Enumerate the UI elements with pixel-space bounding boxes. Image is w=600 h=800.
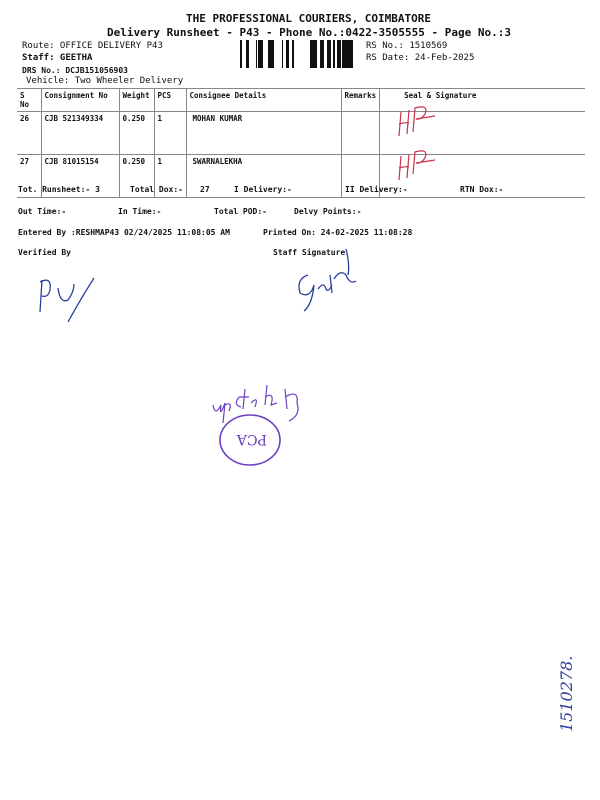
ii-delivery: II Delivery:-: [345, 185, 408, 194]
vehicle: Vehicle: Two Wheeler Delivery: [26, 76, 184, 86]
cell-remarks: [340, 154, 380, 198]
barcode-bar: [345, 40, 347, 68]
barcode-bar: [271, 40, 274, 68]
barcode-bar: [246, 40, 249, 68]
verified-by: Verified By: [18, 248, 71, 257]
cell-weight: 0.250: [118, 111, 154, 155]
signature-hr-2: [398, 150, 436, 181]
total-pod: Total POD:-: [214, 207, 267, 216]
cell-remarks: [340, 111, 380, 155]
col-signature: Seal & Signature: [379, 88, 585, 112]
tot-runsheet: Tot. Runsheet:- 3: [18, 185, 100, 194]
cell-sno: 26: [17, 111, 41, 155]
barcode-bar: [348, 40, 349, 68]
table-row: 27 CJB 81015154 0.250 1 SWARNALEKHA: [17, 154, 585, 198]
total-dox: Total Dox:-: [130, 185, 183, 194]
barcode-bar: [333, 40, 335, 68]
barcode: [240, 40, 353, 68]
barcode-bar: [260, 40, 263, 68]
cell-consignee: SWARNALEKHA: [185, 154, 341, 198]
staff: Staff: GEETHA: [22, 53, 93, 63]
svg-text:PCA: PCA: [236, 431, 267, 447]
cell-signature: [379, 154, 585, 198]
barcode-bar: [311, 40, 313, 68]
col-consignee: Consignee Details: [185, 88, 341, 112]
barcode-bar: [337, 40, 338, 68]
barcode-bar: [347, 40, 348, 68]
table-header: S No Consignment No Weight PCS Consignee…: [17, 88, 585, 112]
barcode-bar: [310, 40, 311, 68]
barcode-bar: [320, 40, 322, 68]
i-delivery: I Delivery:-: [234, 185, 292, 194]
in-time: In Time:-: [118, 207, 162, 216]
barcode-bar: [240, 40, 242, 68]
delvy-points: Delvy Points:-: [294, 207, 362, 216]
barcode-bar: [338, 40, 339, 68]
barcode-bar: [282, 40, 283, 68]
updated-by-stamp: PCA: [212, 384, 299, 466]
staff-signature-label: Staff Signature: [273, 248, 346, 257]
drs-no: DRS No.: DCJB151056903: [22, 66, 128, 75]
runsheet-title: Delivery Runsheet - P43 - Phone No.:0422…: [107, 26, 511, 39]
rs-no: RS No.: 1510569: [366, 41, 448, 51]
verifier-signature: [39, 277, 95, 323]
barcode-bar: [349, 40, 352, 68]
barcode-bar: [352, 40, 353, 68]
consignment-table: S No Consignment No Weight PCS Consignee…: [17, 88, 585, 198]
margin-note: 1510278.: [557, 656, 576, 732]
svg-text:1510278.: 1510278.: [557, 656, 576, 732]
col-pcs: PCS: [153, 88, 186, 112]
barcode-bar: [322, 40, 324, 68]
col-sno: S No: [17, 88, 41, 112]
cell-sno: 27: [17, 154, 41, 198]
cell-pcs: 1: [153, 154, 186, 198]
barcode-bar: [342, 40, 345, 68]
printed-on: Printed On: 24-02-2025 11:08:28: [263, 228, 413, 237]
barcode-bar: [268, 40, 271, 68]
col-consignment: Consignment No: [40, 88, 119, 112]
barcode-bar: [313, 40, 314, 68]
table-row: 26 CJB 521349334 0.250 1 MOHAN KUMAR: [17, 111, 585, 155]
barcode-bar: [314, 40, 317, 68]
barcode-bar: [329, 40, 331, 68]
cell-pcs: 1: [153, 111, 186, 155]
barcode-bar: [256, 40, 257, 68]
entered-by: Entered By :RESHMAP43 02/24/2025 11:08:0…: [18, 228, 230, 237]
col-remarks: Remarks: [340, 88, 380, 112]
barcode-bar: [286, 40, 289, 68]
cell-weight: 0.250: [118, 154, 154, 198]
barcode-bar: [327, 40, 329, 68]
cell-consignment: CJB 81015154: [40, 154, 119, 198]
cell-consignee: MOHAN KUMAR: [185, 111, 341, 155]
barcode-bar: [292, 40, 294, 68]
signature-hr-1: [398, 106, 436, 137]
cell-signature: [379, 111, 585, 155]
barcode-bar: [258, 40, 260, 68]
out-time: Out Time:-: [18, 207, 67, 216]
total-dox-value: 27: [200, 185, 210, 194]
rtn-dox: RTN Dox:-: [460, 185, 504, 194]
col-weight: Weight: [118, 88, 154, 112]
route: Route: OFFICE DELIVERY P43: [22, 41, 163, 51]
company-name: THE PROFESSIONAL COURIERS, COIMBATORE: [186, 12, 432, 25]
staff-signature: [298, 248, 357, 312]
rs-date: RS Date: 24-Feb-2025: [366, 53, 475, 63]
cell-consignment: CJB 521349334: [40, 111, 119, 155]
barcode-bar: [339, 40, 341, 68]
